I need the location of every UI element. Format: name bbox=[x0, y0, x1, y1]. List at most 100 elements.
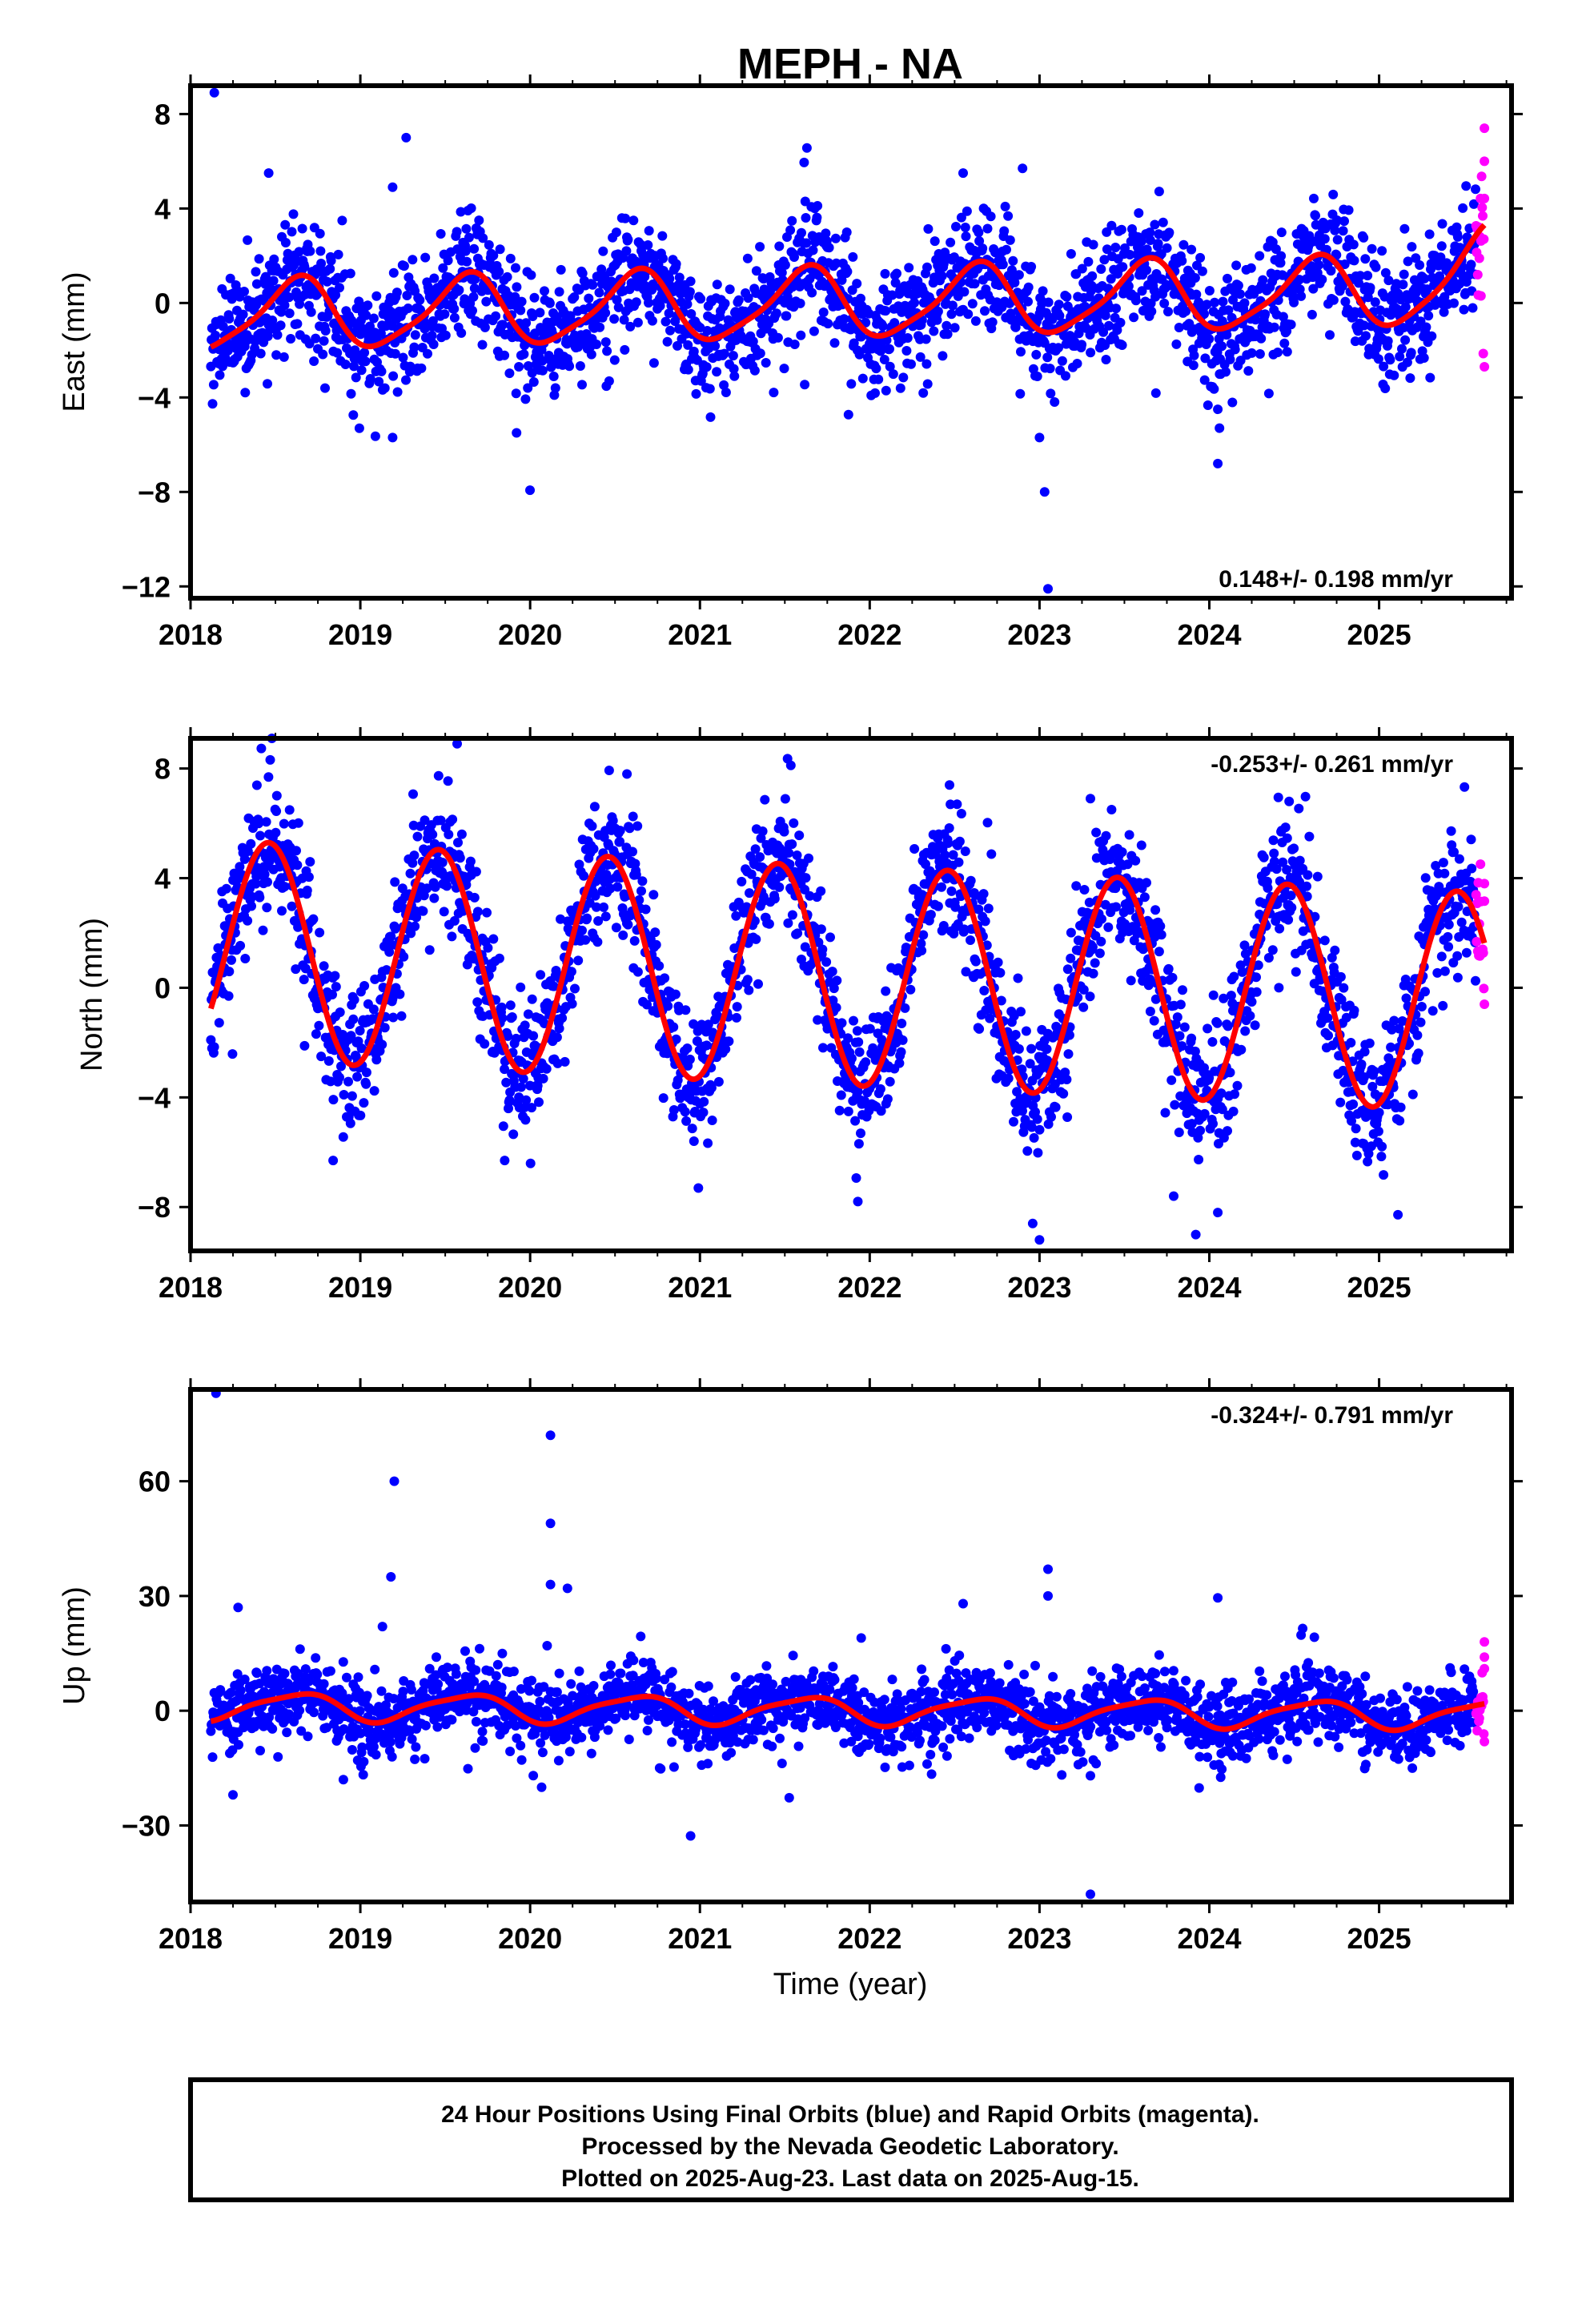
final-orbit-point bbox=[885, 344, 894, 354]
final-orbit-point bbox=[1367, 243, 1377, 254]
final-orbit-point bbox=[745, 888, 754, 899]
rapid-orbit-outlier bbox=[1480, 156, 1490, 167]
final-orbit-point bbox=[1106, 220, 1117, 231]
final-orbit-point bbox=[1077, 340, 1087, 350]
final-orbit-point bbox=[279, 352, 289, 362]
final-orbit-point bbox=[1188, 360, 1199, 371]
final-orbit-point bbox=[1307, 309, 1317, 320]
final-orbit-point bbox=[449, 304, 460, 314]
final-orbit-point bbox=[440, 330, 451, 340]
final-orbit-point bbox=[1191, 1229, 1201, 1240]
final-orbit-point bbox=[468, 292, 479, 302]
final-orbit-point bbox=[760, 794, 770, 805]
final-orbit-point bbox=[1397, 344, 1407, 354]
final-orbit-point bbox=[604, 766, 614, 775]
final-orbit-point bbox=[227, 955, 236, 965]
final-orbit-point bbox=[1050, 397, 1060, 407]
final-orbit-point bbox=[615, 826, 625, 836]
final-orbit-point bbox=[1115, 317, 1126, 328]
final-orbit-point bbox=[637, 876, 648, 887]
final-orbit-point bbox=[496, 1002, 507, 1012]
final-orbit-point bbox=[566, 967, 576, 977]
final-orbit-point bbox=[602, 346, 612, 356]
final-orbit-point bbox=[448, 814, 458, 825]
final-orbit-point bbox=[586, 349, 596, 360]
final-orbit-point bbox=[376, 366, 387, 376]
final-orbit-point bbox=[528, 1031, 539, 1041]
final-orbit-point bbox=[937, 882, 946, 892]
final-orbit-point bbox=[1159, 298, 1170, 308]
final-orbit-point bbox=[933, 306, 943, 316]
final-orbit-point bbox=[681, 1005, 691, 1015]
final-orbit-point bbox=[875, 346, 885, 356]
final-orbit-point bbox=[933, 901, 943, 911]
final-orbit-point bbox=[620, 213, 630, 223]
final-orbit-point bbox=[488, 934, 499, 944]
final-orbit-point bbox=[1406, 348, 1416, 358]
final-orbit-point bbox=[337, 215, 347, 226]
final-orbit-point bbox=[856, 1128, 865, 1139]
final-orbit-point bbox=[1223, 273, 1232, 283]
final-orbit-point bbox=[1228, 1106, 1239, 1116]
final-orbit-point bbox=[331, 982, 341, 992]
final-orbit-point bbox=[613, 302, 624, 312]
final-orbit-point bbox=[403, 304, 413, 313]
final-orbit-point bbox=[556, 264, 566, 275]
final-orbit-point bbox=[429, 273, 440, 283]
final-orbit-point bbox=[577, 268, 588, 279]
final-orbit-point bbox=[783, 918, 793, 928]
final-orbit-point bbox=[587, 821, 597, 831]
final-orbit-point bbox=[983, 903, 994, 914]
final-orbit-point bbox=[650, 927, 661, 938]
final-orbit-point bbox=[1022, 1146, 1033, 1156]
final-orbit-point bbox=[804, 853, 813, 863]
final-orbit-point bbox=[1042, 352, 1053, 363]
final-orbit-point bbox=[930, 236, 940, 247]
final-orbit-point bbox=[208, 380, 219, 390]
final-orbit-point bbox=[456, 328, 467, 338]
final-orbit-point bbox=[1164, 227, 1174, 238]
final-orbit-point bbox=[1379, 1170, 1389, 1180]
final-orbit-point bbox=[240, 954, 251, 963]
final-orbit-point bbox=[1468, 303, 1478, 313]
y-tick-label: −12 bbox=[122, 570, 171, 603]
final-orbit-point bbox=[843, 1106, 853, 1116]
final-orbit-point bbox=[658, 1093, 669, 1104]
final-orbit-point bbox=[885, 361, 895, 372]
final-orbit-point bbox=[1399, 223, 1410, 234]
final-orbit-point bbox=[456, 829, 467, 839]
final-orbit-point bbox=[349, 361, 359, 372]
rapid-orbit-point bbox=[1480, 193, 1490, 203]
final-orbit-point bbox=[207, 399, 218, 409]
final-orbit-point bbox=[554, 287, 564, 297]
final-orbit-point bbox=[302, 885, 312, 895]
final-orbit-point bbox=[262, 903, 272, 913]
final-orbit-point bbox=[1137, 286, 1147, 296]
final-orbit-point bbox=[1170, 1100, 1180, 1110]
final-orbit-point bbox=[1230, 1089, 1239, 1100]
final-orbit-point bbox=[469, 243, 480, 254]
final-orbit-point bbox=[1142, 265, 1151, 275]
final-orbit-point bbox=[787, 839, 797, 850]
final-orbit-point bbox=[284, 292, 294, 303]
final-orbit-point bbox=[1087, 271, 1098, 281]
final-orbit-point bbox=[604, 376, 614, 386]
final-orbit-point bbox=[483, 943, 493, 953]
final-orbit-point bbox=[294, 247, 304, 257]
final-orbit-point bbox=[1393, 1209, 1403, 1220]
final-orbit-point bbox=[824, 243, 834, 253]
final-orbit-point bbox=[631, 297, 641, 308]
final-orbit-point bbox=[1247, 348, 1257, 358]
final-orbit-point bbox=[311, 333, 321, 344]
final-orbit-point bbox=[655, 300, 665, 311]
final-orbit-point bbox=[1449, 298, 1459, 308]
final-orbit-point bbox=[1225, 354, 1235, 364]
final-orbit-point bbox=[1247, 997, 1257, 1007]
final-orbit-point bbox=[495, 244, 505, 255]
final-orbit-point bbox=[1419, 353, 1429, 363]
final-orbit-point bbox=[1436, 241, 1447, 251]
final-orbit-point bbox=[1203, 400, 1213, 410]
final-orbit-point bbox=[408, 789, 418, 799]
final-orbit-point bbox=[1317, 275, 1327, 284]
final-orbit-point bbox=[683, 364, 693, 375]
